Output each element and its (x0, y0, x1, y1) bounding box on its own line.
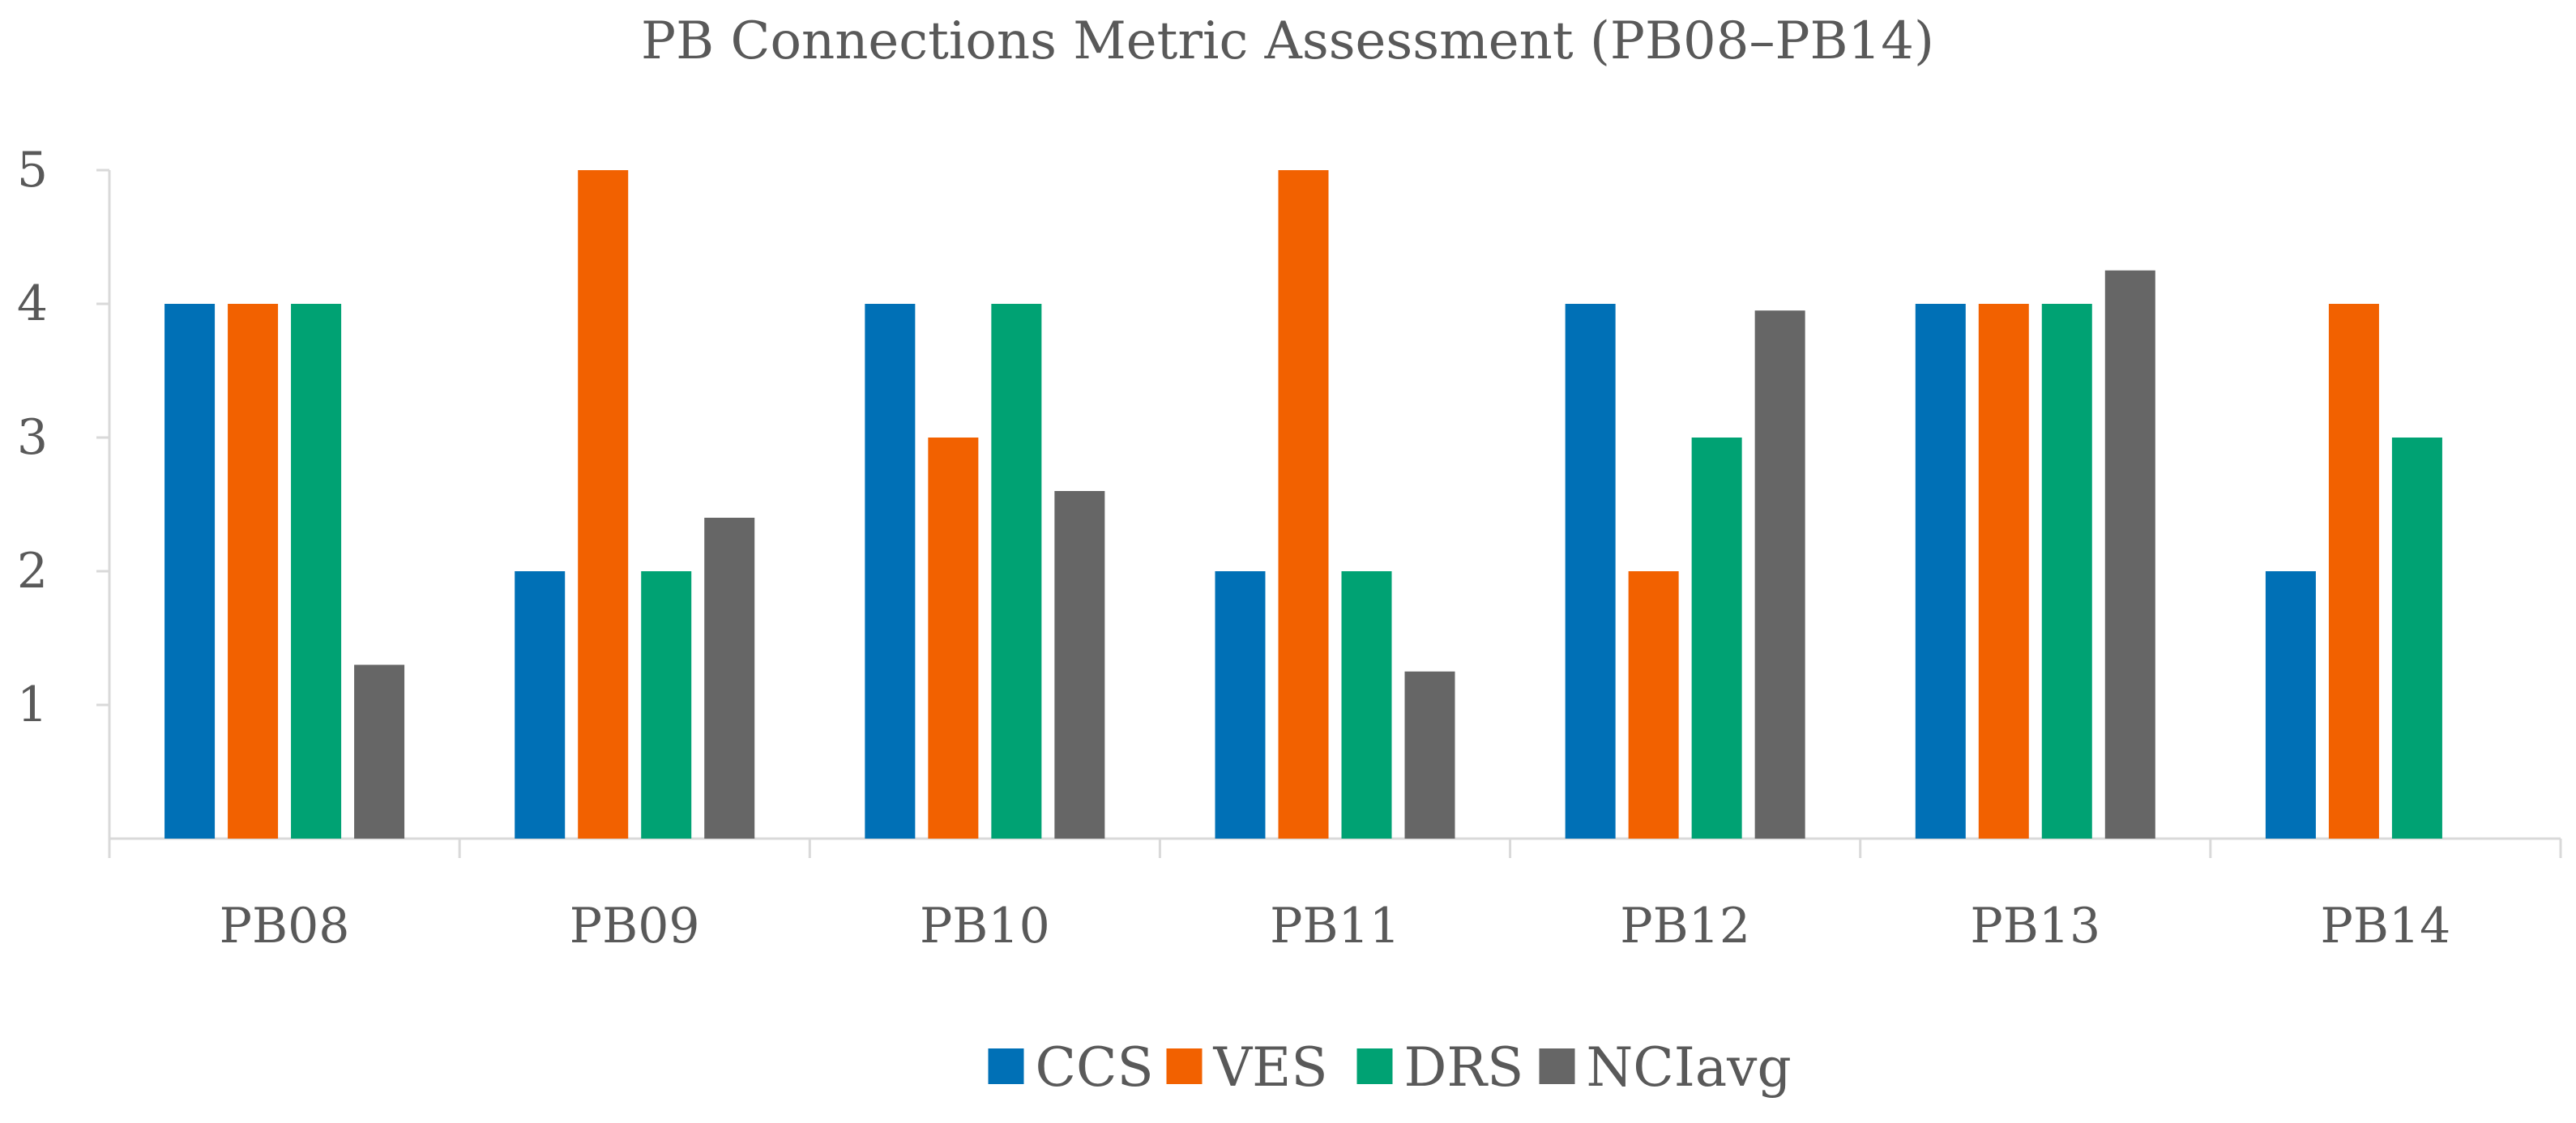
bar-nciavg-pb11 (1404, 671, 1455, 839)
bar-drs-pb11 (1341, 571, 1392, 839)
bar-ves-pb13 (1978, 304, 2029, 839)
bar-ccs-pb08 (164, 304, 216, 839)
y-tick-label: 5 (17, 142, 48, 199)
x-category-label: PB13 (1970, 898, 2100, 954)
y-tick-label: 1 (17, 677, 48, 733)
x-axis: PB08 PB09 PB10 PB11 PB12 PB13 PB14 (108, 837, 2562, 954)
bar-ccs-pb11 (1215, 571, 1266, 839)
bar-ccs-pb10 (865, 304, 916, 839)
legend-label-ves: VES (1213, 1036, 1328, 1099)
x-category-label: PB12 (1620, 898, 1750, 954)
legend-label-drs: DRS (1404, 1036, 1524, 1099)
bar-drs-pb13 (2041, 304, 2092, 839)
legend: CCS VES DRS NCIavg (988, 1036, 1792, 1099)
bar-ves-pb10 (928, 438, 979, 839)
legend-label-nciavg: NCIavg (1587, 1036, 1792, 1099)
x-category-label: PB08 (220, 898, 350, 954)
bar-drs-pb09 (641, 571, 692, 839)
bar-ccs-pb13 (1915, 304, 1966, 839)
legend-swatch-drs (1356, 1048, 1393, 1084)
y-tick-label: 4 (17, 275, 48, 332)
bar-nciavg-pb10 (1054, 491, 1105, 839)
bar-nciavg-pb13 (2104, 270, 2155, 839)
bar-ccs-pb12 (1565, 304, 1616, 839)
bar-drs-pb10 (991, 304, 1042, 839)
chart-title: PB Connections Metric Assessment (PB08–P… (641, 11, 1934, 71)
bar-drs-pb08 (291, 304, 342, 839)
bar-drs-pb14 (2391, 438, 2442, 839)
x-category-label: PB14 (2321, 898, 2451, 954)
bar-nciavg-pb08 (354, 664, 405, 839)
bar-ves-pb14 (2328, 304, 2379, 839)
legend-swatch-ccs (988, 1048, 1024, 1084)
bar-ves-pb11 (1278, 170, 1329, 839)
x-category-label: PB10 (920, 898, 1050, 954)
bar-nciavg-pb09 (704, 518, 755, 839)
legend-swatch-nciavg (1539, 1048, 1575, 1084)
bar-ves-pb09 (578, 170, 629, 839)
bar-ves-pb08 (228, 304, 279, 839)
x-category-label: PB09 (570, 898, 700, 954)
bar-nciavg-pb12 (1754, 310, 1805, 839)
y-axis: 1 2 3 4 5 (17, 142, 111, 839)
y-tick-label: 3 (17, 409, 48, 466)
bar-ccs-pb14 (2265, 571, 2316, 839)
bar-drs-pb12 (1691, 438, 1742, 839)
y-tick-label: 2 (17, 543, 48, 600)
x-category-label: PB11 (1270, 898, 1400, 954)
bar-series-group (164, 170, 2442, 839)
bar-ves-pb12 (1628, 571, 1679, 839)
legend-swatch-ves (1166, 1048, 1203, 1084)
legend-label-ccs: CCS (1036, 1036, 1154, 1099)
bar-ccs-pb09 (515, 571, 566, 839)
